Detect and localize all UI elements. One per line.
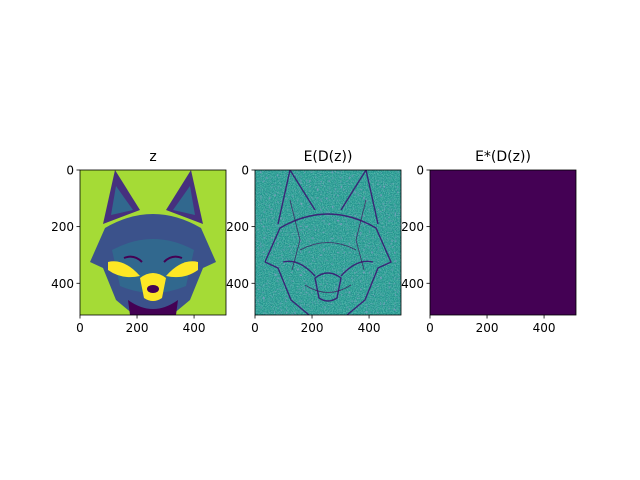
x-tick-label: 400 — [358, 321, 381, 335]
x-tick-label: 200 — [126, 321, 149, 335]
y-tick-label: 200 — [51, 220, 74, 234]
axes-frame — [79, 169, 227, 316]
panel-edz: E(D(z)) 0 200 400 0 200 400 — [226, 149, 402, 335]
x-tick-label: 400 — [533, 321, 556, 335]
x-tick-label: 400 — [183, 321, 206, 335]
panel-title: E(D(z)) — [304, 149, 353, 165]
x-tick-label: 0 — [251, 321, 259, 335]
panel-z: z 0 200 400 0 200 400 — [51, 149, 227, 335]
noisy-edge-image — [255, 170, 401, 315]
y-tick-label: 200 — [226, 220, 249, 234]
x-tick-label: 200 — [301, 321, 324, 335]
axes-frame — [254, 169, 402, 316]
panel-estar-dz: E*(D(z)) 0 200 400 0 200 400 — [401, 149, 577, 335]
fox-image — [80, 170, 226, 315]
panel-title: z — [149, 149, 156, 165]
uniform-image — [430, 170, 576, 315]
x-tick-label: 200 — [476, 321, 499, 335]
y-tick-label: 400 — [226, 277, 249, 291]
y-tick-label: 200 — [401, 220, 424, 234]
x-tick-label: 0 — [76, 321, 84, 335]
y-tick-label: 0 — [416, 164, 424, 178]
y-tick-label: 400 — [51, 277, 74, 291]
y-tick-label: 400 — [401, 277, 424, 291]
panel-title: E*(D(z)) — [475, 149, 531, 165]
axes-frame — [429, 169, 577, 316]
y-tick-label: 0 — [66, 164, 74, 178]
x-tick-label: 0 — [426, 321, 434, 335]
y-tick-label: 0 — [241, 164, 249, 178]
